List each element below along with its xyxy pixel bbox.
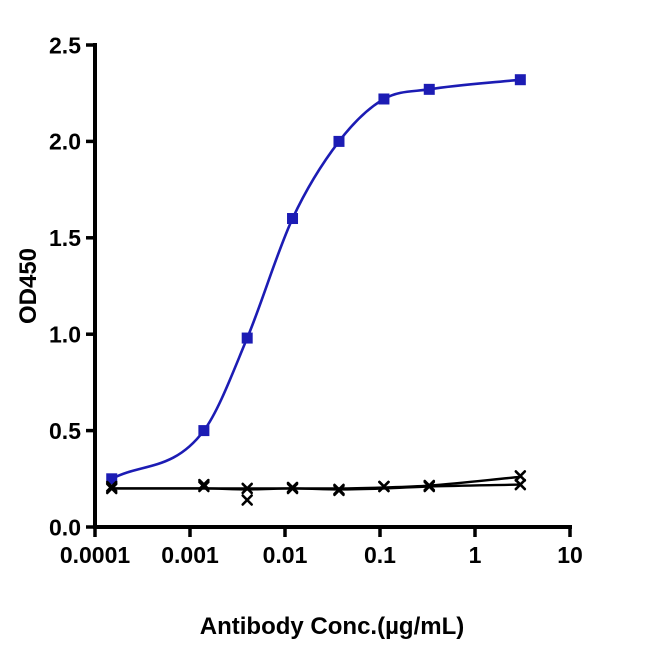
data-point-marker-blue-squares [333,135,345,147]
y-axis-tick-label: 2.0 [49,129,81,155]
x-axis-title: Antibody Conc.(µg/mL) [200,613,464,640]
x-axis-tick-label: 0.01 [263,542,308,568]
x-axis-tick-label: 10 [557,542,583,568]
data-point-marker-black-x-b [378,480,390,493]
data-point-marker-black-x-b [198,480,210,493]
axis-spines [93,43,572,529]
data-point-marker-blue-squares [423,83,435,95]
series-line-black-x-b [110,483,522,491]
chart-plot-area: 0.0 0.5 1.0 1.5 2.0 2.5 0.0001 0.001 0.01 0.1 1 10 [49,32,583,568]
data-point-marker-blue-squares [378,93,390,105]
data-point-marker-black-x-a [198,478,210,491]
data-point-marker-black-x-a [514,470,527,482]
data-point-marker-black-x-b [286,481,299,494]
data-point-marker-black-x-b [241,494,253,506]
series-line-blue-squares [110,78,522,481]
y-axis-tick-label: 2.5 [49,32,81,58]
x-axis-tick-label: 0.1 [364,542,396,568]
x-axis-tick-label: 1 [469,542,482,568]
data-point-marker-black-x-a [105,482,118,495]
x-axis-tick-label: 0.0001 [60,542,131,568]
data-point-marker-black-x-b [333,484,345,497]
data-point-marker-blue-squares [198,425,210,437]
data-point-marker-black-x-a [241,482,253,495]
data-point-marker-blue-squares [241,332,253,344]
x-axis-tick-label: 0.001 [161,542,219,568]
y-axis-tick-label: 0.5 [49,418,81,444]
y-axis-title: OD450 [15,248,42,324]
data-point-marker-blue-squares [106,473,118,485]
data-point-marker-black-x-b [105,480,118,493]
data-point-marker-black-x-b [514,478,527,491]
y-axis-tick-label: 0.0 [49,514,81,540]
data-point-marker-blue-squares [287,213,299,225]
data-point-marker-black-x-b [423,480,436,493]
y-axis-tick-label: 1.5 [49,225,81,251]
data-point-marker-blue-squares [514,74,526,86]
y-axis-tick-label: 1.0 [49,321,81,347]
